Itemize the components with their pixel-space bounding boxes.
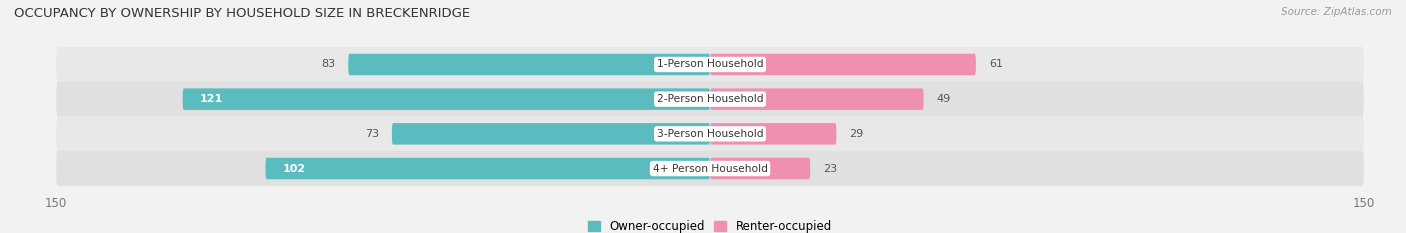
FancyBboxPatch shape [392,123,710,145]
Text: 61: 61 [988,59,1002,69]
Text: 1-Person Household: 1-Person Household [657,59,763,69]
Text: 102: 102 [283,164,307,174]
FancyBboxPatch shape [710,88,924,110]
Text: Source: ZipAtlas.com: Source: ZipAtlas.com [1281,7,1392,17]
FancyBboxPatch shape [56,151,1364,186]
Text: 2-Person Household: 2-Person Household [657,94,763,104]
FancyBboxPatch shape [56,82,1364,117]
Text: 49: 49 [936,94,950,104]
Legend: Owner-occupied, Renter-occupied: Owner-occupied, Renter-occupied [588,220,832,233]
FancyBboxPatch shape [56,116,1364,151]
FancyBboxPatch shape [266,158,710,179]
Text: 121: 121 [200,94,224,104]
FancyBboxPatch shape [349,54,710,75]
FancyBboxPatch shape [183,88,710,110]
Text: OCCUPANCY BY OWNERSHIP BY HOUSEHOLD SIZE IN BRECKENRIDGE: OCCUPANCY BY OWNERSHIP BY HOUSEHOLD SIZE… [14,7,470,20]
Text: 23: 23 [824,164,838,174]
Text: 4+ Person Household: 4+ Person Household [652,164,768,174]
Text: 3-Person Household: 3-Person Household [657,129,763,139]
FancyBboxPatch shape [56,47,1364,82]
Text: 83: 83 [321,59,335,69]
FancyBboxPatch shape [710,54,976,75]
FancyBboxPatch shape [710,158,810,179]
Text: 73: 73 [364,129,378,139]
Text: 29: 29 [849,129,863,139]
FancyBboxPatch shape [710,123,837,145]
